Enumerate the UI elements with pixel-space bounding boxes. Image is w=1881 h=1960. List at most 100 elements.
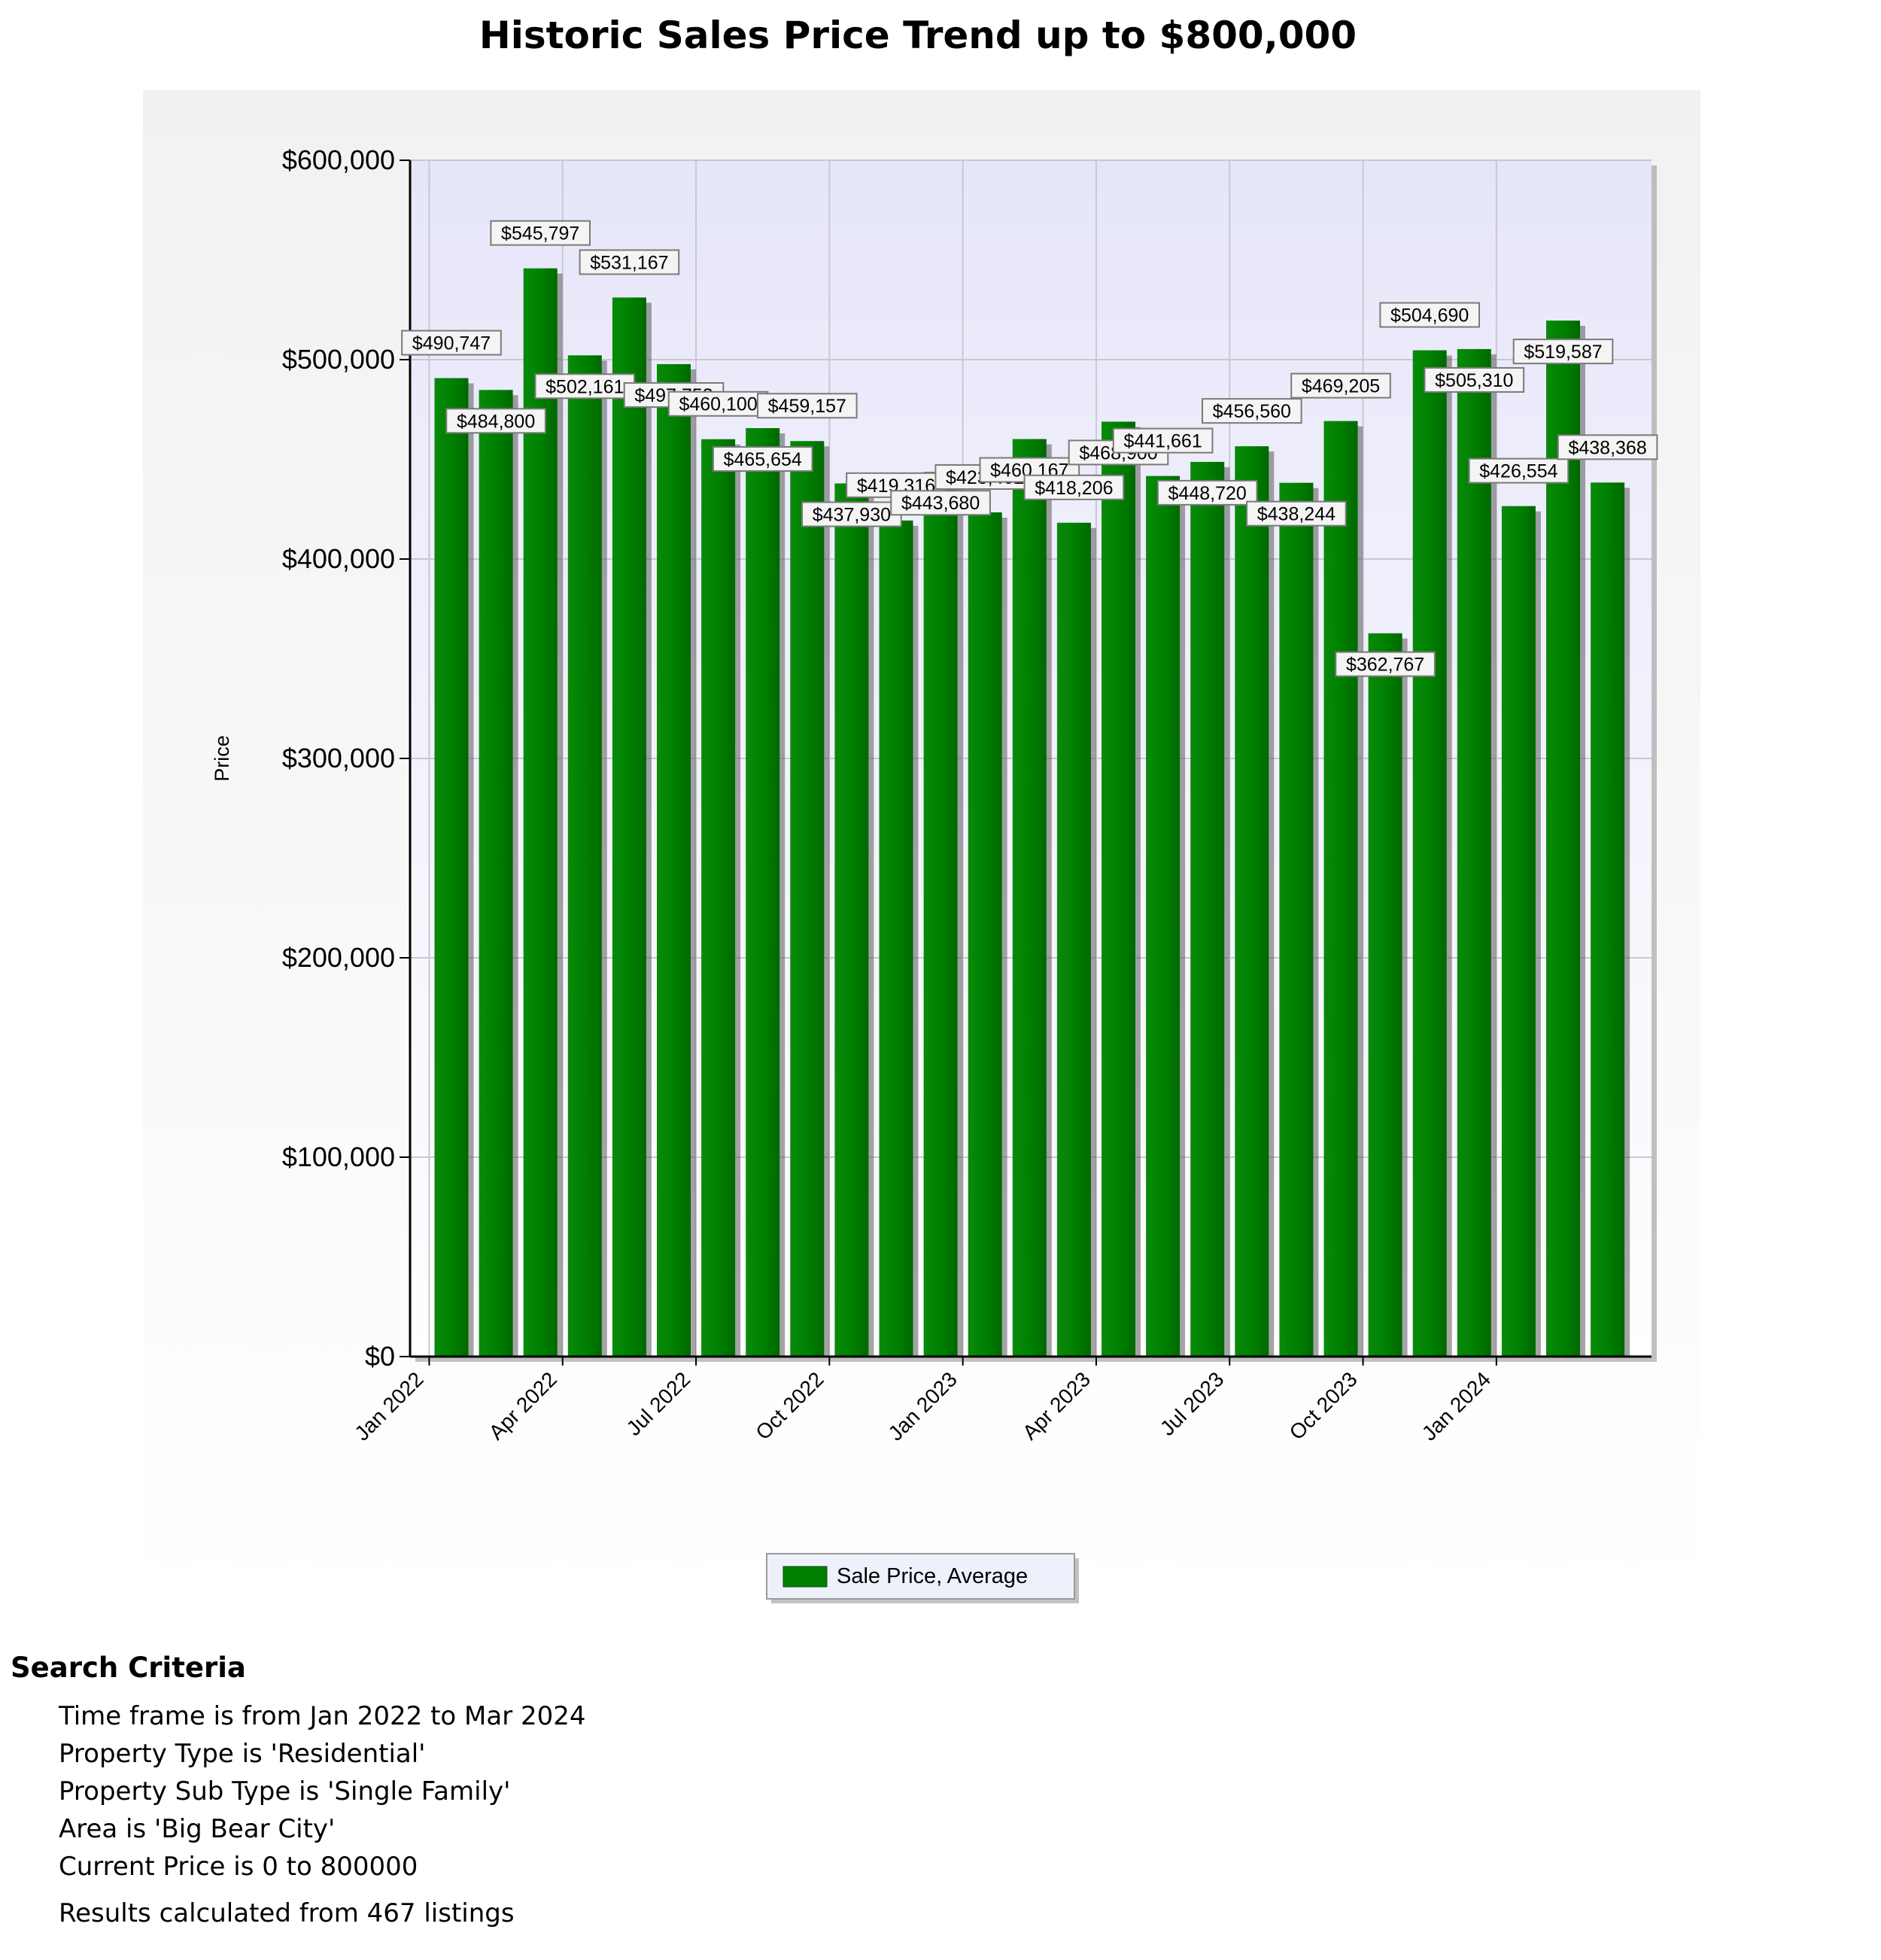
data-label-text: $426,554 [1479,461,1557,482]
data-label-text: $505,310 [1435,370,1513,391]
data-label-text: $459,157 [768,396,846,417]
data-label: $519,587 [1512,339,1614,365]
criteria-results: Results calculated from 467 listings [59,1898,515,1928]
bar [1102,421,1135,1357]
data-label: $465,654 [712,446,813,473]
bar [1501,506,1536,1357]
criteria-area: Area is 'Big Bear City' [59,1814,336,1844]
bar [1235,446,1269,1357]
data-label: $418,206 [1023,474,1125,500]
search-criteria: Search Criteria Time frame is from Jan 2… [11,1652,1064,1932]
bar [434,378,469,1357]
data-label-text: $545,797 [501,223,579,245]
data-label: $484,800 [445,408,546,434]
data-label-box [1023,474,1125,500]
data-label-text: $443,680 [901,493,980,514]
data-label: $438,368 [1557,434,1658,460]
data-label: $545,797 [490,220,591,246]
bar [1012,439,1047,1357]
data-label-text: $418,206 [1035,478,1113,499]
bar [1056,522,1091,1357]
bar [879,520,913,1357]
bar [1146,476,1181,1357]
data-label-text: $438,368 [1568,437,1646,458]
data-label-text: $456,560 [1213,401,1291,422]
bar [612,297,646,1357]
y-tick-label: $600,000 [282,144,395,175]
bar [790,441,825,1357]
legend-label: Sale Price, Average [837,1564,1028,1588]
data-label: $505,310 [1424,366,1525,393]
criteria-timeframe: Time frame is from Jan 2022 to Mar 2024 [59,1701,586,1731]
data-label: $456,560 [1202,398,1302,424]
data-label-box [1512,339,1614,365]
bar [567,355,602,1357]
bar [1412,350,1447,1357]
data-label-text: $465,654 [724,449,802,470]
bar [1368,633,1402,1357]
data-label-box [579,249,680,275]
data-label-text: $448,720 [1168,483,1247,504]
data-label-text: $441,661 [1123,431,1202,452]
data-label-box [534,373,636,400]
bars [434,268,1630,1357]
data-label-text: $438,244 [1257,504,1336,525]
criteria-price: Current Price is 0 to 800000 [59,1852,418,1882]
data-label-text: $460,100 [679,394,757,415]
data-label-text: $490,747 [412,333,491,354]
data-label-text: $504,690 [1390,305,1469,327]
y-tick-label: $400,000 [282,543,395,574]
data-label: $362,767 [1335,651,1436,677]
data-label: $460,100 [667,390,769,417]
y-tick-label: $100,000 [282,1141,395,1172]
data-label-box [1424,366,1525,393]
bar [968,512,1002,1357]
data-label: $490,747 [401,330,502,356]
legend-swatch [782,1566,828,1588]
data-label-box [490,220,591,246]
bar [523,268,558,1357]
data-label-box [1290,372,1391,399]
y-tick-label: $500,000 [282,344,395,375]
axes [400,160,1652,1366]
bar [1591,482,1625,1357]
bar-chart: $490,747 $484,800 $545,797 $502,161 $531,167… [143,90,1700,1610]
data-label: $448,720 [1156,479,1258,506]
y-tick-label: $200,000 [282,942,395,973]
chart-title: Historic Sales Price Trend up to $800,00… [479,14,1357,57]
data-label-text: $519,587 [1524,342,1602,363]
y-axis-label: Price [211,735,233,782]
data-label-box [1557,434,1658,460]
data-label-box [1335,651,1436,677]
bar [1279,482,1314,1357]
data-label-box [1379,302,1481,328]
bar [701,439,736,1357]
data-label: $469,205 [1290,372,1391,399]
data-label-box [445,408,546,434]
bar [1323,421,1358,1357]
bar [1190,461,1225,1357]
legend: Sale Price, Average [766,1553,1079,1603]
data-label-text: $502,161 [545,376,624,397]
data-label-box [401,330,502,356]
bar [923,472,958,1357]
y-tick-label: $300,000 [282,743,395,773]
data-label: $441,661 [1112,427,1214,454]
bar [1546,321,1580,1357]
data-label-box [1246,500,1347,527]
data-label-box [1112,427,1214,454]
data-label: $531,167 [579,249,680,275]
data-label: $426,554 [1468,457,1570,484]
data-label-box [1468,457,1570,484]
data-label-text: $469,205 [1302,376,1380,397]
data-label-text: $484,800 [457,411,535,432]
data-label: $504,690 [1379,302,1481,328]
data-label-box [757,393,858,419]
y-tick-label: $0 [365,1341,395,1372]
data-label-text: $531,167 [590,252,668,273]
data-label: $459,157 [757,393,858,419]
bar [834,483,869,1357]
bar [746,428,780,1357]
data-label-box [890,490,991,516]
data-label-box [712,446,813,473]
